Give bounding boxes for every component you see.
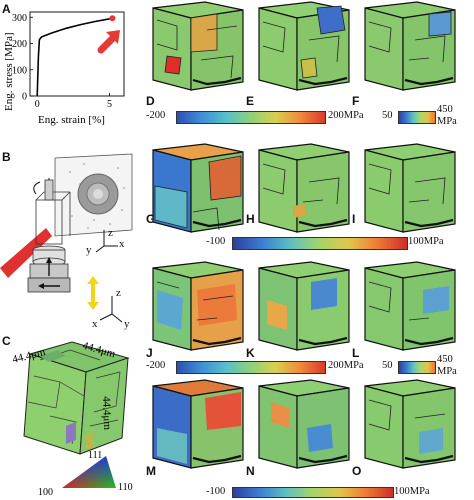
- axis-label-x2: x: [92, 318, 98, 330]
- rotate-arrow-icon: [33, 181, 41, 195]
- x-tick-label: 5: [107, 99, 112, 110]
- stress-cube-i: [364, 143, 456, 233]
- stress-cube-j: [152, 261, 244, 351]
- stress-cube-e: [258, 1, 350, 91]
- stress-cube-l: [364, 261, 456, 351]
- experiment-schematic: [0, 153, 133, 293]
- colorbar-row3-diff: [176, 361, 326, 374]
- panel-label-k: K: [246, 346, 255, 360]
- panel-label-h: H: [246, 212, 255, 226]
- axis-label-z1: z: [108, 227, 113, 239]
- x-tick-label: 0: [35, 99, 40, 110]
- load-direction: [87, 276, 123, 323]
- colorbar-row1-diff: [176, 111, 326, 124]
- panel-label-l: L: [352, 346, 360, 360]
- colorbar-row2-max: 100MPa: [408, 236, 444, 247]
- colorbar-row3-min: -200: [146, 360, 166, 371]
- colorbar-row4-min: -100: [206, 486, 226, 497]
- panel-label-m: M: [146, 464, 156, 478]
- orientation-cube-c: [23, 341, 130, 455]
- red-arrow-icon: [97, 30, 120, 54]
- yellow-double-arrow-icon: [87, 276, 99, 310]
- panel-label-n: N: [246, 464, 255, 478]
- stress-cube-k: [258, 261, 350, 351]
- dim-label-c: 44.4μm: [100, 396, 114, 431]
- panel-label-g: G: [146, 212, 156, 226]
- colorbar-row3-max: 200MPa: [328, 360, 364, 371]
- panel-label-j: J: [146, 346, 153, 360]
- ipf-label-111: 111: [88, 450, 103, 461]
- coordinate-axes-2: [99, 296, 123, 323]
- y-tick-label: 300: [12, 13, 27, 24]
- y-tick-label: 200: [12, 39, 27, 50]
- colorbar-row1-abs-unit: MPa: [437, 116, 457, 127]
- colorbar-row2: [232, 237, 408, 250]
- xray-beam: [0, 228, 52, 278]
- panel-label-i: I: [352, 212, 356, 226]
- panel-label-a: A: [2, 2, 11, 16]
- chart-xlabel: Eng. strain [%]: [38, 114, 105, 126]
- colorbar-row1-abs-max: 450: [437, 104, 453, 115]
- stress-strain-chart: 0 100 200 300 0 5: [12, 11, 125, 110]
- colorbar-row3-abs-min: 50: [382, 360, 393, 371]
- colorbar-row1-min: -200: [146, 110, 166, 121]
- stress-cube-h: [258, 143, 350, 233]
- colorbar-row3-abs: [398, 361, 436, 374]
- colorbar-row1-max: 200MPa: [328, 110, 364, 121]
- y-tick-label: 100: [12, 65, 27, 76]
- axis-label-z2: z: [116, 287, 121, 299]
- detector-panel: [54, 153, 133, 237]
- colorbar-row3-abs-max: 450: [437, 354, 453, 365]
- ipf-triangle: [62, 456, 116, 488]
- chart-ylabel: Eng. stress [MPa]: [3, 32, 15, 111]
- chart-frame: [29, 11, 125, 97]
- panel-label-o: O: [352, 464, 362, 478]
- panel-label-f: F: [352, 94, 360, 108]
- panel-label-e: E: [246, 94, 255, 108]
- colorbar-row2-min: -100: [206, 236, 226, 247]
- stress-cube-n: [258, 379, 350, 469]
- panel-label-c: C: [2, 334, 11, 348]
- axis-label-y2: y: [124, 318, 130, 330]
- colorbar-row1-abs: [398, 111, 436, 124]
- colorbar-row4: [232, 487, 394, 498]
- stress-cube-m: [152, 379, 244, 469]
- chart-plot-area: [29, 11, 125, 97]
- stress-point-marker: [109, 15, 116, 22]
- panel-label-d: D: [146, 94, 155, 108]
- colorbar-row3-abs-unit: MPa: [437, 366, 457, 377]
- colorbar-row1-abs-min: 50: [382, 110, 393, 121]
- stress-cube-g: [152, 143, 244, 233]
- stress-cube-f: [364, 1, 456, 91]
- stress-cube-d: [152, 1, 244, 91]
- stress-cube-o: [364, 379, 456, 469]
- ipf-label-100: 100: [38, 487, 53, 498]
- coordinate-axes-1: [95, 230, 118, 253]
- stress-strain-curve: [36, 17, 113, 97]
- colorbar-row4-max: 100MPa: [394, 486, 430, 497]
- axis-label-x1: x: [119, 238, 125, 250]
- y-tick-label: 0: [22, 92, 27, 103]
- ipf-label-110: 110: [118, 482, 133, 493]
- panel-label-b: B: [2, 150, 11, 164]
- axis-label-y1: y: [86, 244, 92, 256]
